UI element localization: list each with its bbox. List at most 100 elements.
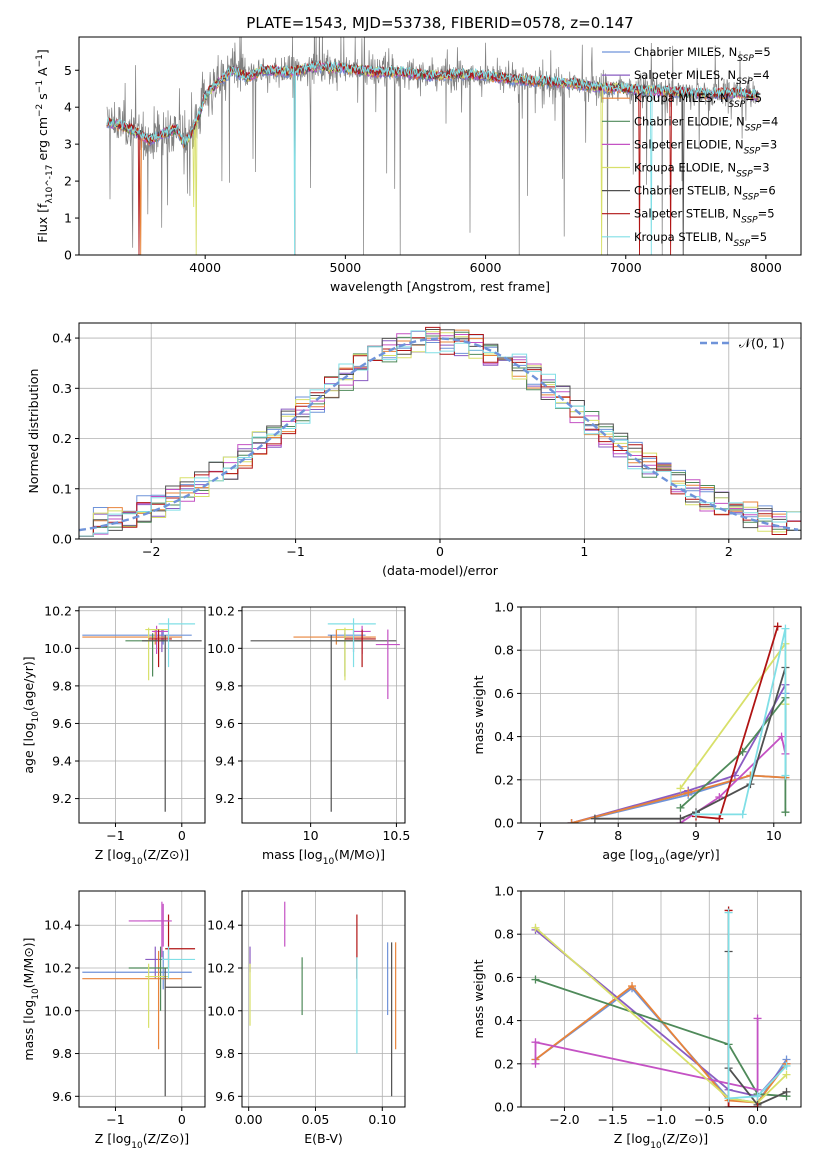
x-tick-label: −2 [142, 544, 160, 559]
legend-label-kroupa-miles: Kroupa MILES, NSSP=5 [634, 91, 762, 110]
y-tick-label: 0.6 [494, 970, 514, 985]
mass-weight-vs-age-grid [521, 606, 801, 824]
y-tick-label: 9.6 [215, 1089, 235, 1104]
weight-series-kroupa-stelib [724, 908, 791, 1103]
y-tick-label: 5 [64, 63, 72, 78]
residuals-panel: −2 −1 0 1 2 0.0 0.1 0.2 0.3 0.4 (data-model)/error… [26, 322, 802, 578]
age-vs-mass-axes: 10 10.5 9.2 9.4 9.6 9.8 10.0 10.2 mass [log10(M/… [207, 603, 410, 867]
residuals-ylabel: Normed distribution [26, 369, 41, 494]
errorbar-salpeter-elodie [375, 629, 400, 700]
spectrum-panel: 4000 5000 6000 7000 8000 0 1 2 3 4 5 wavelength [An… [35, 36, 802, 294]
x-tick-label: 5000 [329, 260, 361, 275]
errorbar-chabrier-stelib [164, 967, 202, 1097]
y-tick-label: 10.2 [44, 960, 72, 975]
weight-point [684, 788, 693, 797]
age-vs-Z-panel: −1 0 9.2 9.4 9.6 9.8 10.0 10.2 Z [log10(Z/Z⊙)] ag… [21, 603, 206, 867]
age-vs-mass-frame [241, 606, 406, 824]
x-tick-label: 0.05 [302, 1112, 330, 1127]
x-tick-label: 10 [303, 828, 319, 843]
hist-kroupa-stelib [79, 330, 801, 537]
weight-point [781, 771, 790, 780]
y-tick-label: 10.2 [44, 603, 72, 618]
y-tick-label: 10.0 [44, 641, 72, 656]
spectrum-frame [78, 36, 802, 256]
y-tick-label: 0.2 [494, 772, 514, 787]
residuals-axes: −2 −1 0 1 2 0.0 0.1 0.2 0.3 0.4 (data-model)/error… [26, 322, 802, 578]
y-tick-label: 9.4 [215, 754, 235, 769]
y-tick-label: 0.0 [494, 1100, 514, 1115]
y-tick-label: 0.4 [52, 331, 72, 346]
mass-weight-vs-age-ylabel: mass weight [471, 675, 486, 754]
weight-point [628, 982, 637, 991]
x-tick-label: 7 [536, 828, 544, 843]
y-tick-label: 0.6 [494, 686, 514, 701]
mass-vs-Z-panel: −1 0 9.6 9.8 10.0 10.2 10.4 Z [log10(Z/Z⊙)] mass… [21, 890, 206, 1151]
legend-label-salpeter-stelib: Salpeter STELIB, NSSP=5 [634, 207, 775, 226]
spectrum-marks [106, 37, 760, 255]
weight-point [724, 908, 733, 917]
y-tick-label: 10.4 [44, 918, 72, 933]
mass-vs-Z-marks [82, 901, 202, 1097]
age-vs-Z-xlabel: Z [log10(Z/Z⊙)] [95, 847, 189, 867]
errorbar-kroupa-miles [82, 950, 182, 1050]
y-tick-label: 9.8 [215, 678, 235, 693]
errorbar-salpeter-elodie [128, 901, 172, 958]
weight-point [531, 975, 540, 984]
y-tick-label: 9.8 [215, 1046, 235, 1061]
mass-weight-vs-age-frame [520, 606, 802, 824]
weight-series-kroupa-stelib [692, 624, 790, 819]
weight-series-kroupa-elodie [676, 639, 790, 793]
spectrum-axes: 4000 5000 6000 7000 8000 0 1 2 3 4 5 wavelength [An… [35, 36, 802, 294]
weight-point [531, 1038, 540, 1047]
weight-point [753, 1092, 762, 1101]
x-tick-label: −1.0 [646, 1112, 676, 1127]
x-tick-label: 10 [766, 828, 782, 843]
age-vs-Z-ylabel: age [log10(age/yr)] [21, 656, 41, 773]
mass-weight-vs-age-panel: 7 8 9 10 0.0 0.2 0.4 0.6 0.8 1.0 age [log10(age/yr… [471, 600, 802, 867]
weight-point [531, 1059, 540, 1068]
residuals-marks [79, 326, 801, 537]
weight-line [571, 693, 787, 823]
errorbar-kroupa-stelib [161, 946, 196, 979]
weight-point [724, 1094, 733, 1103]
hist-salpeter-stelib [79, 326, 801, 537]
mass-vs-Z-frame [78, 890, 206, 1108]
mass-vs-EBV-marks [249, 901, 397, 1097]
mass-weight-vs-Z-grid [521, 890, 801, 1108]
y-tick-label: 3 [64, 137, 72, 152]
weight-point [773, 622, 782, 631]
weight-point [782, 1061, 791, 1070]
weight-series-salpeter-stelib [724, 906, 762, 1107]
age-vs-mass-marks [250, 618, 400, 812]
x-tick-label: 0 [178, 1112, 186, 1127]
x-tick-label: 8000 [750, 260, 782, 275]
weight-line [534, 1018, 759, 1091]
mass-weight-vs-age-axes: 7 8 9 10 0.0 0.2 0.4 0.6 0.8 1.0 age [log10(age/yr… [471, 600, 802, 867]
y-tick-label: 10.0 [207, 1003, 235, 1018]
y-tick-label: 10.2 [207, 960, 235, 975]
y-tick-label: 9.8 [52, 1046, 72, 1061]
x-tick-label: 0.00 [235, 1112, 263, 1127]
y-tick-label: 0.4 [494, 729, 514, 744]
errorbar-kroupa-elodie [145, 627, 169, 681]
weight-line [727, 910, 758, 1107]
y-tick-label: 2 [64, 174, 72, 189]
errorbar-chabrier-stelib [250, 635, 397, 812]
x-tick-label: 8 [614, 828, 622, 843]
y-tick-label: 10.4 [207, 918, 235, 933]
legend-label-chabrier-stelib: Chabrier STELIB, NSSP=6 [634, 184, 776, 203]
x-tick-label: −1 [106, 1112, 124, 1127]
weight-point [753, 1103, 762, 1107]
weight-line [571, 774, 786, 823]
legend-label-kroupa-elodie: Kroupa ELODIE, NSSP=3 [634, 161, 770, 180]
residuals-legend: 𝒩(0, 1) [700, 336, 785, 351]
x-tick-label: 0 [178, 828, 186, 843]
weight-series-salpeter-elodie [531, 1014, 762, 1094]
weight-point [676, 814, 685, 823]
mass-vs-Z-ylabel: mass [log10(M/M⊙)] [21, 937, 41, 1060]
errorbar-chabrier-stelib [142, 635, 202, 812]
legend-label-chabrier-elodie: Chabrier ELODIE, NSSP=4 [634, 114, 778, 133]
mass-vs-EBV-xlabel: E(B-V) [304, 1131, 343, 1146]
x-tick-label: 6000 [470, 260, 502, 275]
